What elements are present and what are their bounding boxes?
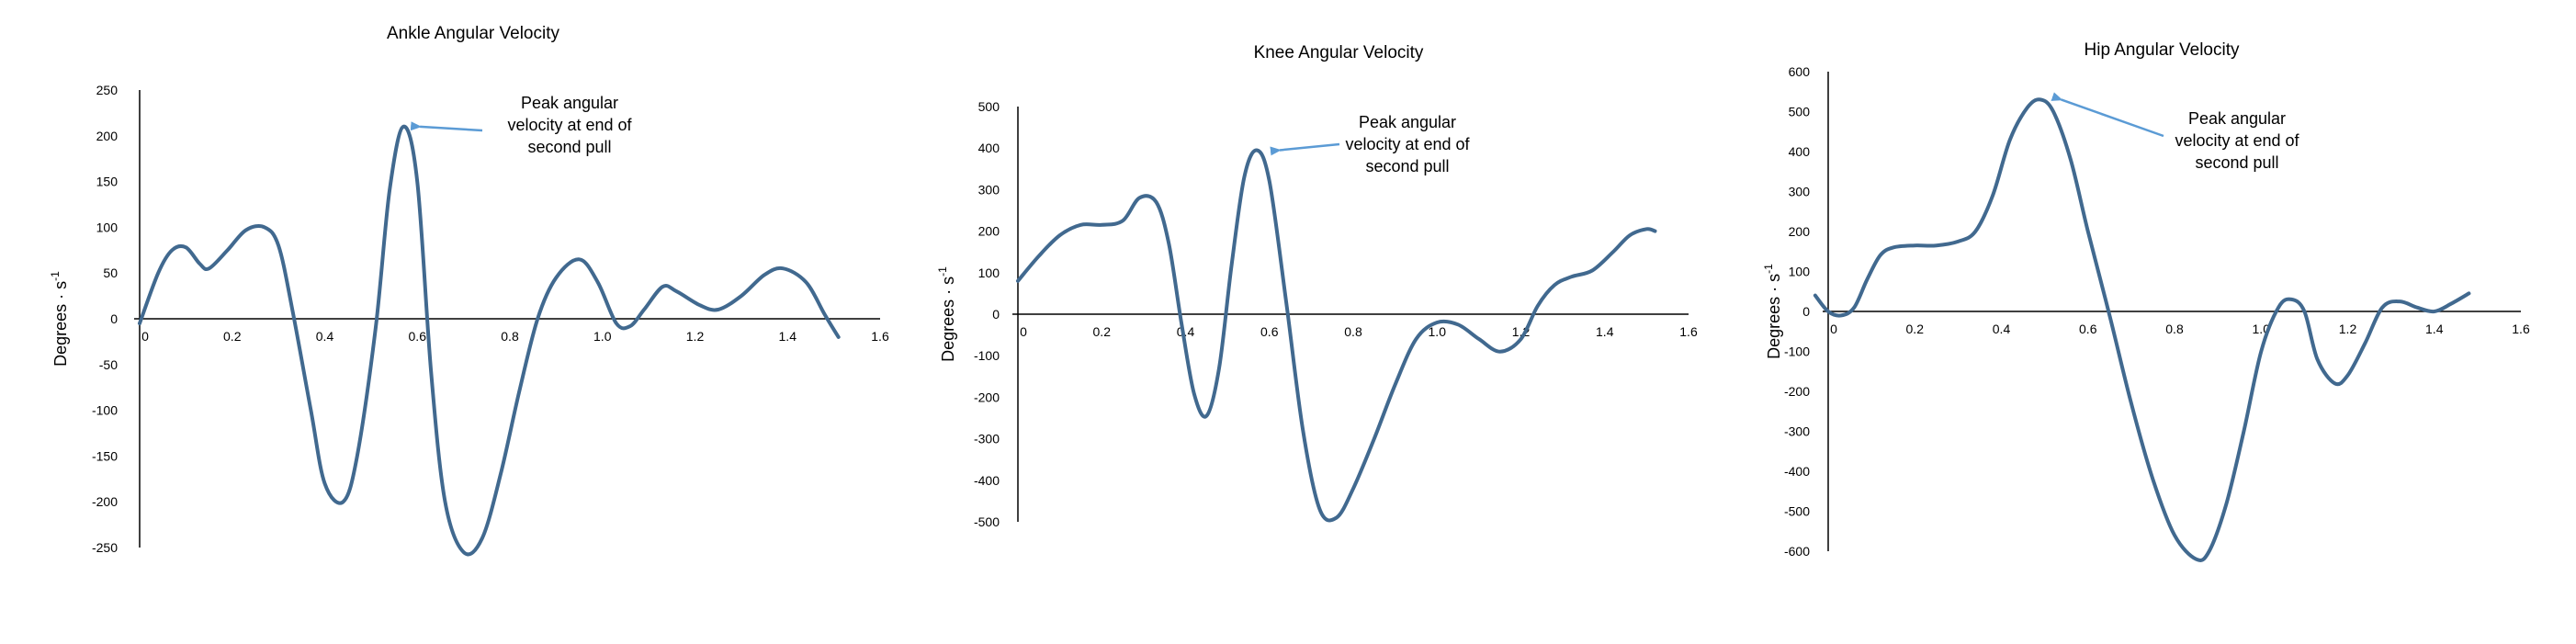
- annotation-line: velocity at end of: [507, 116, 632, 134]
- x-tick-label: 0: [141, 329, 149, 344]
- y-tick-label: 0: [110, 311, 118, 326]
- y-tick-label: 100: [1789, 265, 1811, 279]
- annotation-arrow: [410, 121, 483, 132]
- y-tick-label: 100: [978, 266, 1000, 280]
- x-tick-label: 0: [1830, 322, 1837, 336]
- y-tick-label: -200: [974, 390, 1000, 404]
- y-tick-label: -200: [92, 494, 118, 509]
- x-tick-label: 1.4: [779, 329, 797, 344]
- x-tick-label: 0.4: [1993, 322, 2011, 336]
- x-tick-label: 1.6: [871, 329, 889, 344]
- y-axis-label-superscript: -1: [936, 266, 949, 277]
- y-tick-label: 200: [96, 129, 119, 143]
- y-axis-label-text: Degrees · s: [939, 277, 957, 362]
- x-tick-label: 0.8: [2165, 322, 2184, 336]
- y-tick-label: 500: [1789, 105, 1811, 119]
- x-tick-label: 0.6: [1260, 324, 1279, 339]
- annotation-line: second pull: [527, 138, 611, 156]
- x-tick-label: 0: [1020, 324, 1027, 339]
- annotation-line: velocity at end of: [1345, 135, 1470, 153]
- y-tick-label: -600: [1784, 544, 1810, 559]
- y-tick-label: -100: [1784, 345, 1810, 359]
- chart-panel-2: Knee Angular Velocity5004003002001000-10…: [936, 43, 1698, 529]
- x-tick-label: 0.4: [316, 329, 334, 344]
- x-tick-label: 0.8: [1344, 324, 1362, 339]
- series-line: [1813, 97, 2471, 562]
- chart-title: Ankle Angular Velocity: [387, 24, 560, 43]
- chart-panel-3: Hip Angular Velocity 600 500 400 300 200 100 0 -…: [1762, 40, 2530, 562]
- y-tick-label: -300: [1784, 424, 1810, 439]
- y-axis-label-superscript: -1: [49, 271, 62, 281]
- y-tick-label: -200: [1784, 384, 1810, 399]
- annotation-line: second pull: [2195, 153, 2278, 172]
- chart-title: Knee Angular Velocity: [1254, 43, 1424, 62]
- y-axis-label: Degrees · s-1: [936, 266, 957, 362]
- y-axis-label: Degrees · s-1: [1762, 264, 1783, 359]
- x-tick-label: 1.6: [1679, 324, 1698, 339]
- y-tick-label: 300: [978, 182, 1000, 197]
- annotation-line: Peak angular: [2188, 109, 2286, 128]
- y-tick-label: 300: [1789, 185, 1811, 199]
- series-line: [1016, 148, 1657, 523]
- x-tick-label: 0.2: [1093, 324, 1112, 339]
- y-tick-label: 200: [978, 224, 1000, 239]
- y-tick-label: -50: [99, 357, 118, 372]
- series-line: [138, 124, 841, 557]
- y-axis-label-superscript: -1: [1762, 264, 1775, 274]
- annotation-text: Peak angular velocity at end of second pul…: [507, 94, 632, 156]
- chart-title: Hip Angular Velocity: [2085, 40, 2240, 60]
- annotation-line: velocity at end of: [2175, 131, 2299, 150]
- x-tick-label: 0.8: [501, 329, 519, 344]
- y-tick-label: 600: [1789, 64, 1811, 79]
- x-tick-label: 1.0: [593, 329, 612, 344]
- annotation-arrow: [2051, 92, 2164, 138]
- y-tick-label: -150: [92, 448, 118, 463]
- x-tick-label: 1.6: [2512, 322, 2530, 336]
- annotation-line: Peak angular: [1359, 113, 1456, 131]
- y-tick-label: 100: [96, 220, 119, 234]
- y-tick-label: 400: [978, 141, 1000, 155]
- y-tick-label: -250: [92, 540, 118, 555]
- y-axis-label: Degrees · s-1: [49, 271, 70, 367]
- y-tick-label: -400: [1784, 464, 1810, 479]
- y-tick-label: 0: [992, 307, 1000, 322]
- y-tick-label: -500: [974, 514, 1000, 529]
- x-tick-label: 1.0: [1429, 324, 1447, 339]
- y-axis-label-text: Degrees · s: [51, 281, 70, 367]
- y-tick-label: 50: [103, 266, 118, 280]
- annotation-text: Peak angular velocity at end of second pul…: [1345, 113, 1470, 175]
- y-tick-label: 150: [96, 175, 119, 189]
- y-tick-label: 0: [1802, 304, 1810, 319]
- x-tick-label: 1.4: [2425, 322, 2444, 336]
- chart-panel-1: Ankle Angular Velocity 250 200 150 100 50 0 -50…: [49, 24, 889, 557]
- y-tick-label: -100: [92, 403, 118, 418]
- annotation-arrow: [1270, 142, 1340, 156]
- x-tick-label: 0.6: [2079, 322, 2097, 336]
- x-tick-label: 1.2: [686, 329, 705, 344]
- y-tick-label: -100: [974, 348, 1000, 363]
- y-tick-label: 500: [978, 99, 1000, 114]
- x-tick-label: 1.4: [1596, 324, 1614, 339]
- y-tick-label: -400: [974, 473, 1000, 488]
- y-tick-label: 250: [96, 83, 119, 97]
- annotation-text: Peak angular velocity at end of second pul…: [2175, 109, 2299, 172]
- y-tick-label: 200: [1789, 224, 1811, 239]
- x-tick-label: 0.2: [1906, 322, 1925, 336]
- x-tick-label: 0.4: [1177, 324, 1195, 339]
- y-tick-label: -500: [1784, 504, 1810, 519]
- annotation-line: second pull: [1365, 157, 1449, 175]
- y-tick-label: -300: [974, 432, 1000, 446]
- y-axis-label-text: Degrees · s: [1765, 274, 1783, 359]
- x-tick-label: 0.6: [409, 329, 427, 344]
- x-tick-label: 1.2: [2339, 322, 2357, 336]
- x-tick-label: 0.2: [223, 329, 242, 344]
- y-tick-label: 400: [1789, 144, 1811, 159]
- annotation-line: Peak angular: [521, 94, 618, 112]
